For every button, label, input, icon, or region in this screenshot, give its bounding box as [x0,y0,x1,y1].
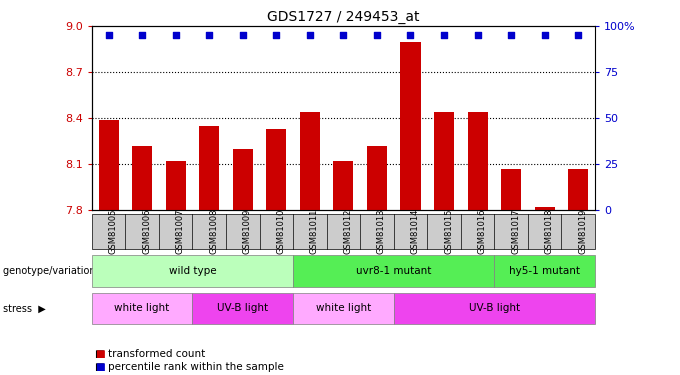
Text: UV-B light: UV-B light [217,303,269,313]
Text: UV-B light: UV-B light [469,303,520,313]
Point [271,32,282,38]
Text: GSM81010: GSM81010 [276,209,286,254]
Bar [568,169,588,210]
Text: GSM81006: GSM81006 [142,209,151,254]
Bar [99,120,118,210]
Text: genotype/variation  ▶: genotype/variation ▶ [3,266,109,276]
Point [305,32,316,38]
Text: GSM81018: GSM81018 [545,209,554,254]
Bar [367,146,387,210]
Text: stress  ▶: stress ▶ [3,303,46,313]
Text: white light: white light [316,303,371,313]
Text: GSM81019: GSM81019 [578,209,588,254]
Bar [233,149,253,210]
Bar [401,42,420,210]
Text: ■: ■ [95,362,105,372]
Text: GSM81007: GSM81007 [175,209,185,254]
Text: GSM81008: GSM81008 [209,209,218,254]
Text: ■ percentile rank within the sample: ■ percentile rank within the sample [95,362,284,372]
Text: GSM81014: GSM81014 [411,209,420,254]
Point [137,32,148,38]
Point [506,32,517,38]
Text: GSM81005: GSM81005 [109,209,118,254]
Bar [534,207,555,210]
Point [103,32,114,38]
Point [573,32,583,38]
Title: GDS1727 / 249453_at: GDS1727 / 249453_at [267,10,420,24]
Text: hy5-1 mutant: hy5-1 mutant [509,266,580,276]
Point [405,32,416,38]
Text: GSM81013: GSM81013 [377,209,386,254]
Text: GSM81011: GSM81011 [310,209,319,254]
Point [539,32,550,38]
Bar [199,126,219,210]
Bar [333,161,354,210]
Point [204,32,215,38]
Point [439,32,449,38]
Bar [267,129,286,210]
Bar [166,161,186,210]
Point [371,32,382,38]
Point [472,32,483,38]
Point [338,32,349,38]
Text: GSM81017: GSM81017 [511,209,520,254]
Text: wild type: wild type [169,266,216,276]
Point [237,32,248,38]
Point [170,32,181,38]
Bar [132,146,152,210]
Text: white light: white light [114,303,170,313]
Text: GSM81012: GSM81012 [343,209,352,254]
Bar [300,112,320,210]
Bar [468,112,488,210]
Text: ■: ■ [95,350,105,359]
Text: GSM81009: GSM81009 [243,209,252,254]
Bar [501,169,521,210]
Text: GSM81016: GSM81016 [477,209,487,254]
Bar [434,112,454,210]
Text: ■ transformed count: ■ transformed count [95,350,205,359]
Text: GSM81015: GSM81015 [444,209,453,254]
Text: uvr8-1 mutant: uvr8-1 mutant [356,266,431,276]
